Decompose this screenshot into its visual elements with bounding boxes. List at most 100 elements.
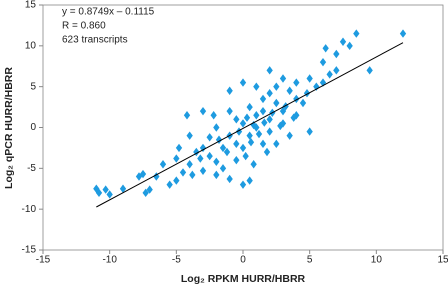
point	[142, 188, 149, 198]
point	[226, 86, 233, 95]
point	[250, 160, 257, 169]
point	[293, 94, 300, 104]
point	[253, 123, 260, 132]
point	[239, 78, 247, 87]
point	[247, 138, 255, 147]
y-tick-label: -10	[22, 204, 37, 215]
point	[189, 170, 196, 180]
point	[233, 155, 240, 165]
point	[119, 184, 127, 193]
point	[213, 123, 220, 132]
point	[263, 147, 271, 157]
point	[266, 115, 273, 124]
point	[286, 131, 293, 140]
equation: y = 0.8749x – 0.1115	[62, 7, 155, 18]
point	[166, 180, 173, 189]
trend-line	[96, 42, 404, 208]
point	[279, 106, 287, 116]
point	[293, 78, 300, 87]
point	[210, 111, 217, 120]
point	[206, 151, 213, 161]
point	[273, 82, 280, 91]
point	[233, 115, 240, 124]
point	[261, 118, 268, 127]
point	[259, 139, 267, 149]
point	[206, 133, 213, 142]
point	[233, 139, 240, 149]
x-tick-label: -10	[102, 255, 117, 266]
point	[223, 147, 231, 157]
point	[246, 102, 253, 112]
point	[266, 89, 273, 98]
point	[159, 160, 167, 169]
point	[282, 102, 289, 111]
point	[219, 164, 227, 173]
y-tick-label: 5	[30, 81, 36, 92]
x-tick-label: 5	[307, 255, 313, 266]
point	[306, 127, 313, 136]
point	[246, 131, 253, 140]
point	[146, 185, 153, 194]
point	[199, 106, 207, 116]
point	[319, 78, 327, 87]
point	[175, 143, 183, 153]
point	[246, 176, 253, 185]
point	[286, 86, 293, 95]
x-tick-label: 15	[437, 255, 448, 266]
point	[259, 94, 267, 104]
point	[179, 168, 187, 177]
point	[239, 119, 247, 128]
point	[183, 111, 191, 120]
point	[259, 106, 267, 116]
point	[226, 106, 233, 116]
point	[279, 74, 287, 83]
point	[95, 188, 103, 198]
count: 623 transcripts	[62, 35, 128, 46]
point	[186, 131, 193, 140]
point	[199, 166, 207, 175]
y-tick-label: 15	[25, 0, 37, 11]
point	[93, 184, 100, 193]
point	[266, 66, 273, 75]
x-tick-label: -15	[36, 255, 51, 266]
point	[186, 160, 193, 169]
point	[279, 119, 287, 128]
point	[273, 139, 280, 149]
point	[319, 57, 327, 67]
x-tick-label: -5	[172, 255, 181, 266]
point	[242, 151, 249, 161]
x-axis-label: Log₂ RPKM HURR/HBRR	[181, 273, 306, 285]
point	[306, 74, 313, 83]
point	[273, 98, 280, 108]
point	[303, 89, 311, 98]
point	[215, 135, 223, 144]
point	[266, 127, 273, 136]
point	[106, 190, 113, 199]
y-tick-label: 10	[25, 40, 37, 51]
point	[290, 113, 297, 122]
point	[250, 120, 257, 130]
point	[333, 66, 340, 75]
point	[213, 157, 220, 166]
point	[399, 29, 407, 38]
point	[173, 154, 180, 163]
point	[226, 174, 233, 184]
y-tick-label: -5	[27, 163, 36, 174]
y-tick-label: 0	[30, 122, 36, 133]
y-axis-label: Log₂ qPCR HURR/HBRR	[3, 67, 15, 189]
point	[153, 172, 160, 181]
correlation: R = 0.860	[62, 21, 106, 32]
point	[239, 180, 247, 189]
point	[253, 82, 260, 91]
point	[299, 98, 307, 108]
point	[193, 147, 200, 157]
point	[135, 172, 143, 181]
x-tick-label: 0	[240, 255, 246, 266]
point	[366, 66, 373, 75]
point	[213, 170, 220, 180]
point	[219, 143, 227, 153]
point	[277, 121, 284, 131]
point	[333, 49, 340, 59]
point	[322, 44, 329, 53]
